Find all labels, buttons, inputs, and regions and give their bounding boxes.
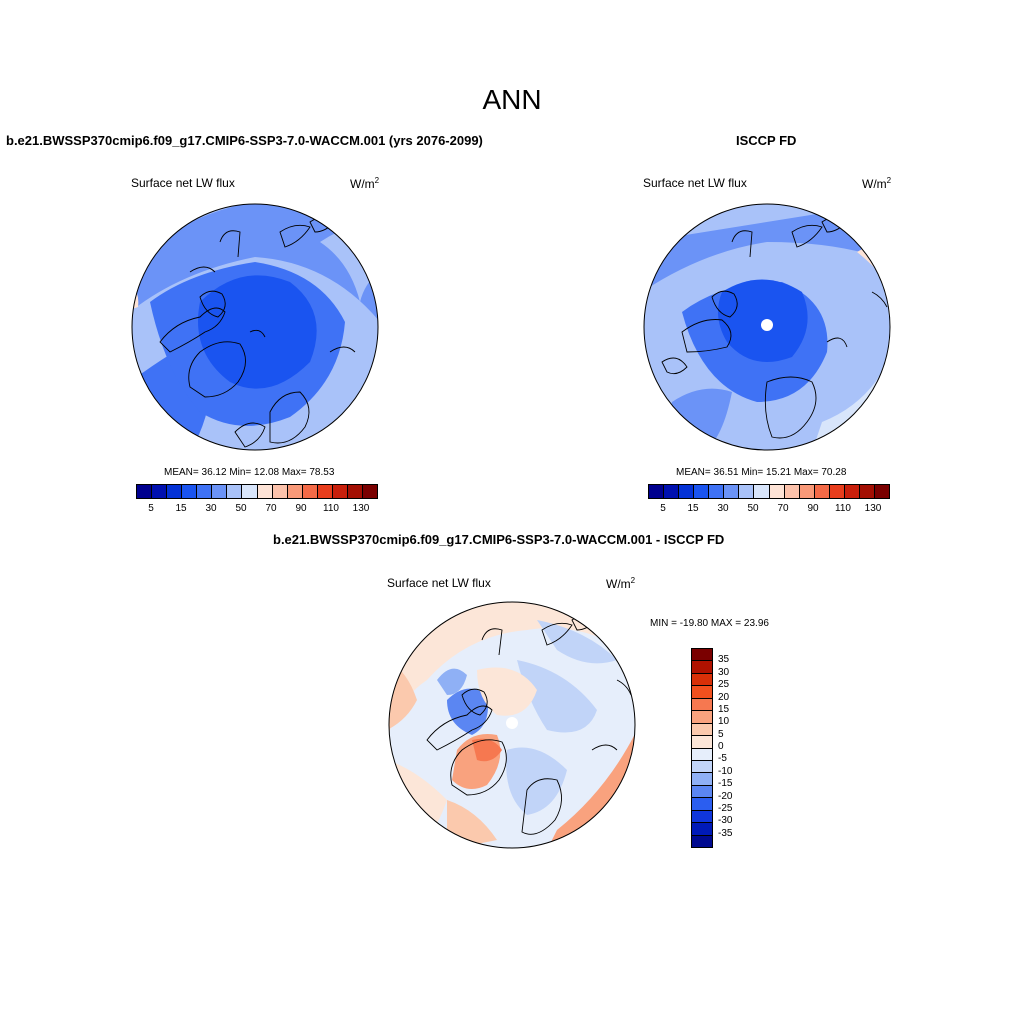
colorbar-swatch <box>317 485 333 498</box>
colorbar-swatch <box>272 485 288 498</box>
colorbar-swatch <box>347 485 363 498</box>
diff-panel-title: b.e21.BWSSP370cmip6.f09_g17.CMIP6-SSP3-7… <box>273 532 725 547</box>
colorbar-swatch <box>152 485 168 498</box>
colorbar-swatch <box>649 485 665 498</box>
colorbar-tick-label: 15 <box>718 703 730 715</box>
model-unit-label: W/m2 <box>350 176 380 191</box>
colorbar-tick-label: -20 <box>718 790 733 802</box>
colorbar-swatch <box>257 485 273 498</box>
colorbar-tick-label: 90 <box>295 503 307 514</box>
colorbar-swatch <box>302 485 318 498</box>
colorbar-swatch <box>829 485 845 498</box>
colorbar-swatch <box>692 698 712 712</box>
colorbar-swatch <box>287 485 303 498</box>
colorbar-swatch <box>692 711 712 724</box>
colorbar-tick-label: -15 <box>718 778 733 790</box>
colorbar-tick-label: -35 <box>718 827 733 839</box>
colorbar-swatch <box>692 673 712 687</box>
colorbar-swatch <box>692 723 712 737</box>
colorbar-tick-label: 50 <box>235 503 247 514</box>
colorbar-swatch <box>692 773 712 786</box>
colorbar-tick-label: 50 <box>747 503 759 514</box>
colorbar-tick-label: -5 <box>718 753 727 765</box>
colorbar-tick-label: 70 <box>265 503 277 514</box>
model-stats: MEAN= 36.12 Min= 12.08 Max= 78.53 <box>164 467 335 478</box>
colorbar-tick-label: 15 <box>175 503 187 514</box>
colorbar-tick-label: 5 <box>148 503 154 514</box>
model-colorbar <box>136 484 378 499</box>
colorbar-swatch <box>692 736 712 749</box>
colorbar-swatch <box>692 760 712 774</box>
colorbar-swatch <box>859 485 875 498</box>
colorbar-tick-label: 10 <box>718 716 730 728</box>
colorbar-tick-label: 110 <box>323 503 339 514</box>
colorbar-swatch <box>692 798 712 811</box>
colorbar-tick-label: 5 <box>718 728 724 740</box>
colorbar-tick-label: 130 <box>352 503 370 514</box>
obs-polar-map <box>643 203 891 451</box>
colorbar-swatch <box>692 748 712 761</box>
colorbar-swatch <box>769 485 785 498</box>
colorbar-swatch <box>664 485 680 498</box>
colorbar-swatch <box>167 485 183 498</box>
colorbar-swatch <box>694 485 710 498</box>
colorbar-swatch <box>679 485 695 498</box>
diff-polar-map <box>388 601 636 849</box>
colorbar-swatch <box>182 485 198 498</box>
model-polar-map <box>131 203 379 451</box>
colorbar-tick-label: 35 <box>718 654 730 666</box>
colorbar-swatch <box>709 485 725 498</box>
colorbar-swatch <box>692 823 712 836</box>
colorbar-tick-label: 0 <box>718 741 724 752</box>
colorbar-swatch <box>692 649 712 662</box>
colorbar-swatch <box>754 485 770 498</box>
obs-variable-label: Surface net LW flux <box>643 176 747 190</box>
colorbar-tick-label: 30 <box>205 503 217 514</box>
model-panel-title: b.e21.BWSSP370cmip6.f09_g17.CMIP6-SSP3-7… <box>6 133 483 148</box>
colorbar-swatch <box>332 485 348 498</box>
obs-panel-title: ISCCP FD <box>736 133 797 148</box>
colorbar-tick-label: 20 <box>718 691 730 703</box>
colorbar-tick-label: -10 <box>718 765 733 777</box>
colorbar-swatch <box>197 485 213 498</box>
colorbar-swatch <box>739 485 755 498</box>
colorbar-tick-label: 90 <box>807 503 819 514</box>
obs-unit-label: W/m2 <box>862 176 892 191</box>
colorbar-tick-label: -30 <box>718 815 733 827</box>
colorbar-swatch <box>692 785 712 799</box>
obs-stats: MEAN= 36.51 Min= 15.21 Max= 70.28 <box>676 467 847 478</box>
colorbar-swatch <box>212 485 228 498</box>
colorbar-swatch <box>799 485 815 498</box>
colorbar-swatch <box>844 485 860 498</box>
colorbar-tick-label: 30 <box>718 666 730 678</box>
colorbar-tick-label: 70 <box>777 503 789 514</box>
colorbar-swatch <box>814 485 830 498</box>
diff-colorbar <box>691 648 713 848</box>
colorbar-swatch <box>692 835 712 847</box>
colorbar-tick-label: 25 <box>718 679 730 691</box>
diff-variable-label: Surface net LW flux <box>387 576 491 590</box>
colorbar-swatch <box>692 686 712 699</box>
colorbar-swatch <box>692 810 712 824</box>
colorbar-tick-label: 130 <box>864 503 882 514</box>
colorbar-tick-label: 110 <box>835 503 851 514</box>
colorbar-swatch <box>784 485 800 498</box>
colorbar-swatch <box>242 485 258 498</box>
colorbar-tick-label: 30 <box>717 503 729 514</box>
figure-title: ANN <box>482 84 542 115</box>
colorbar-swatch <box>724 485 740 498</box>
diff-unit-label: W/m2 <box>606 576 636 591</box>
colorbar-swatch <box>137 485 153 498</box>
colorbar-tick-label: 15 <box>687 503 699 514</box>
colorbar-swatch <box>874 485 889 498</box>
colorbar-tick-label: -25 <box>718 802 733 814</box>
colorbar-swatch <box>692 661 712 674</box>
colorbar-tick-label: 5 <box>660 503 666 514</box>
colorbar-swatch <box>362 485 377 498</box>
obs-colorbar <box>648 484 890 499</box>
diff-stats: MIN = -19.80 MAX = 23.96 <box>650 618 769 629</box>
colorbar-swatch <box>227 485 243 498</box>
model-variable-label: Surface net LW flux <box>131 176 235 190</box>
